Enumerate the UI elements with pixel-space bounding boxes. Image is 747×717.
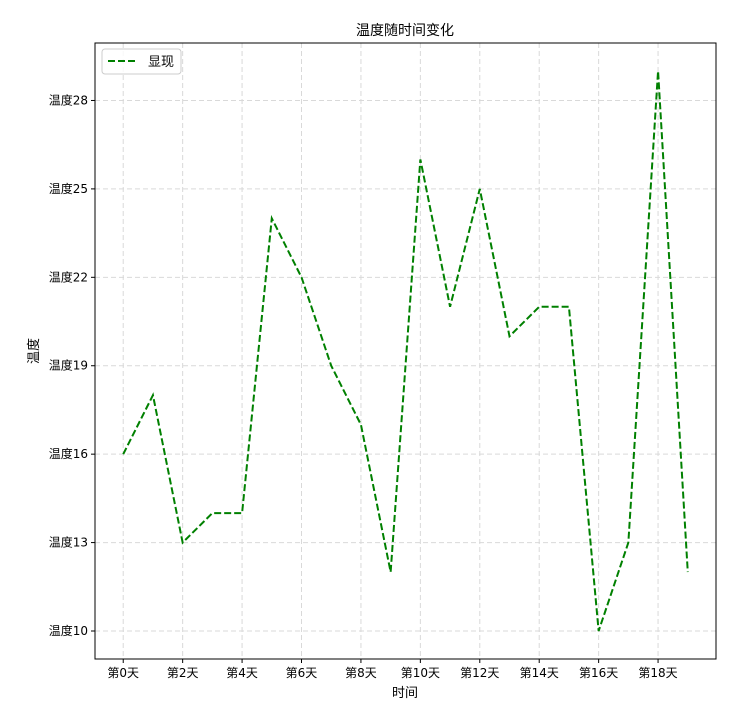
x-tick-label: 第4天 — [226, 666, 258, 680]
x-tick-label: 第0天 — [107, 666, 139, 680]
x-axis-label: 时间 — [392, 686, 418, 701]
axes-frame — [95, 43, 716, 659]
y-tick-label: 温度16 — [49, 446, 88, 461]
y-tick-label: 温度10 — [49, 623, 88, 638]
x-tick-label: 第8天 — [345, 666, 377, 680]
y-tick-label: 温度28 — [49, 92, 88, 107]
y-tick-label: 温度25 — [49, 181, 88, 196]
series-line — [123, 71, 688, 631]
y-tick-label: 温度19 — [49, 358, 88, 373]
x-tick-label: 第12天 — [460, 666, 499, 680]
legend: 显现 — [102, 49, 181, 74]
x-tick-label: 第2天 — [167, 666, 199, 680]
y-tick-label: 温度13 — [49, 535, 88, 550]
x-tick-label: 第16天 — [579, 666, 618, 680]
y-axis-label: 温度 — [26, 338, 42, 364]
x-tick-label: 第10天 — [401, 666, 440, 680]
y-tick-label: 温度22 — [49, 269, 88, 284]
x-tick-label: 第6天 — [286, 666, 318, 680]
x-tick-label: 第14天 — [520, 666, 559, 680]
legend-label: 显现 — [148, 55, 174, 70]
x-tick-label: 第18天 — [638, 666, 677, 680]
chart-title: 温度随时间变化 — [356, 23, 454, 39]
